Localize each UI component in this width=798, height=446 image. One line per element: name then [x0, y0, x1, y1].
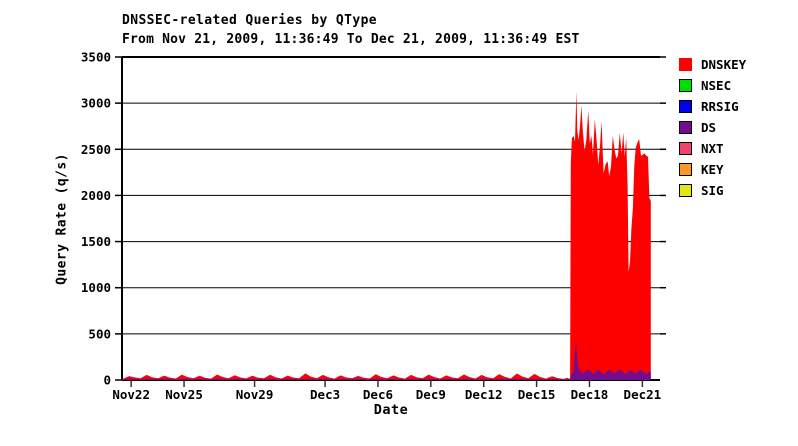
legend-label-rrsig: RRSIG: [701, 99, 739, 114]
y-tick-label: 2500: [81, 142, 111, 157]
y-tick-label: 1500: [81, 234, 111, 249]
legend-swatch-ds-icon: [679, 121, 692, 134]
x-tick-label: Dec6: [363, 387, 393, 402]
y-tick-label: 500: [88, 326, 111, 341]
x-tick-label: Dec15: [518, 387, 556, 402]
legend-item-sig: SIG: [679, 180, 746, 201]
x-tick-label: Dec21: [624, 387, 662, 402]
area-dnskey: [122, 91, 651, 380]
x-tick-label: Nov22: [112, 387, 150, 402]
x-tick-label: Dec12: [465, 387, 503, 402]
y-tick-label: 3000: [81, 96, 111, 111]
legend-swatch-dnskey-icon: [679, 58, 692, 71]
legend-label-sig: SIG: [701, 183, 724, 198]
legend-label-ds: DS: [701, 120, 717, 135]
legend-swatch-key-icon: [679, 163, 692, 176]
legend-label-key: KEY: [701, 162, 724, 177]
legend-swatch-sig-icon: [679, 184, 692, 197]
area-ds: [122, 341, 651, 380]
y-tick-label: 0: [103, 373, 111, 388]
x-tick-label: Nov25: [165, 387, 203, 402]
y-tick-label: 1000: [81, 280, 111, 295]
x-tick-label: Dec9: [416, 387, 446, 402]
legend-item-ds: DS: [679, 117, 746, 138]
y-tick-label: 3500: [81, 50, 111, 65]
legend-swatch-nsec-icon: [679, 79, 692, 92]
legend-item-rrsig: RRSIG: [679, 96, 746, 117]
x-axis-title: Date: [373, 402, 409, 418]
legend: DNSKEY NSEC RRSIG DS NXT KEY SIG: [679, 54, 746, 201]
y-axis-title: Query Rate (q/s): [54, 153, 70, 285]
chart-subtitle: From Nov 21, 2009, 11:36:49 To Dec 21, 2…: [122, 32, 580, 47]
legend-item-key: KEY: [679, 159, 746, 180]
legend-item-nxt: NXT: [679, 138, 746, 159]
legend-swatch-rrsig-icon: [679, 100, 692, 113]
x-tick-label: Dec3: [310, 387, 340, 402]
legend-item-dnskey: DNSKEY: [679, 54, 746, 75]
x-tick-label: Dec18: [571, 387, 609, 402]
chart-title: DNSSEC-related Queries by QType: [122, 13, 378, 28]
legend-item-nsec: NSEC: [679, 75, 746, 96]
legend-swatch-nxt-icon: [679, 142, 692, 155]
legend-label-nxt: NXT: [701, 141, 724, 156]
x-tick-label: Nov29: [236, 387, 274, 402]
legend-label-dnskey: DNSKEY: [701, 57, 747, 72]
y-tick-label: 2000: [81, 188, 111, 203]
legend-label-nsec: NSEC: [701, 78, 732, 93]
